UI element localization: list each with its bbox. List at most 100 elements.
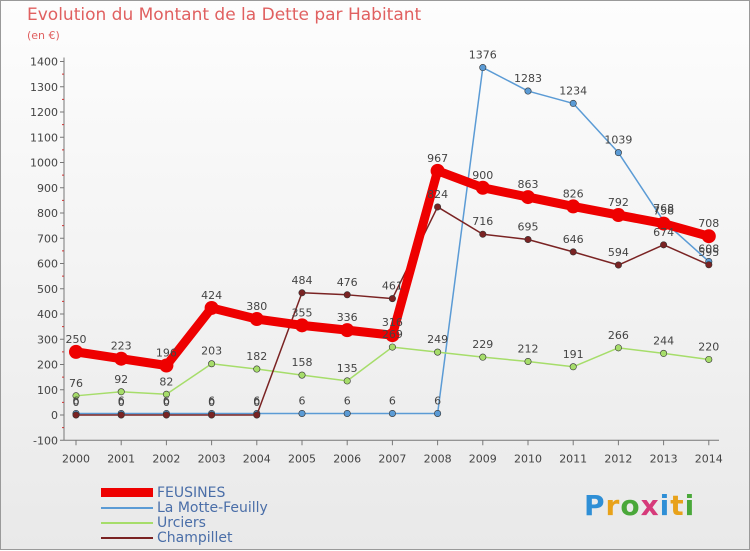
data-label: 646 xyxy=(563,233,584,246)
data-label: 92 xyxy=(114,373,128,386)
data-point xyxy=(253,365,261,373)
data-label: 484 xyxy=(292,274,313,287)
proxiti-logo: Proxiti xyxy=(584,489,695,522)
x-tick-label: 2003 xyxy=(198,452,226,465)
legend-item: Champillet xyxy=(101,530,268,546)
y-tick-label: 1200 xyxy=(30,106,58,119)
data-label: 6 xyxy=(389,394,396,407)
data-label: 424 xyxy=(201,289,222,302)
data-point xyxy=(385,328,400,343)
data-label: 203 xyxy=(201,345,222,358)
data-point xyxy=(705,261,713,269)
data-label: 6 xyxy=(208,394,215,407)
x-tick-label: 2011 xyxy=(559,452,587,465)
legend-swatch xyxy=(101,536,153,539)
y-tick-label: 1100 xyxy=(30,131,58,144)
data-label: 595 xyxy=(698,246,719,259)
legend-swatch xyxy=(101,521,153,524)
x-tick-label: 2008 xyxy=(424,452,452,465)
data-point xyxy=(295,318,309,333)
data-point xyxy=(298,289,306,297)
data-point xyxy=(208,411,216,419)
data-point xyxy=(72,411,80,419)
data-label: 250 xyxy=(66,333,87,346)
y-tick-label: 500 xyxy=(37,283,58,296)
data-label: 476 xyxy=(337,276,358,289)
data-point xyxy=(569,248,577,256)
y-tick-label: 800 xyxy=(37,207,58,220)
data-point xyxy=(521,190,535,205)
y-tick-label: 600 xyxy=(37,258,58,271)
data-point xyxy=(162,390,170,398)
data-label: 0 xyxy=(73,396,80,409)
data-point xyxy=(208,360,216,368)
data-label: 249 xyxy=(427,333,448,346)
data-label: 158 xyxy=(292,356,313,369)
logo-letter: r xyxy=(605,489,621,522)
data-label: 1283 xyxy=(514,72,542,85)
data-label: 674 xyxy=(653,226,674,239)
data-label: 6 xyxy=(163,394,170,407)
data-point xyxy=(611,208,626,223)
logo-letter: o xyxy=(620,489,641,522)
data-label: 6 xyxy=(118,394,125,407)
logo-letter: P xyxy=(584,489,606,522)
data-point xyxy=(524,87,532,95)
data-label: 6 xyxy=(253,394,260,407)
chart-title: Evolution du Montant de la Dette par Hab… xyxy=(27,5,422,25)
y-tick-label: 300 xyxy=(37,333,58,346)
data-label: 608 xyxy=(698,242,719,255)
data-label: 768 xyxy=(653,202,674,215)
y-tick-label: 1300 xyxy=(30,81,58,94)
data-label: 0 xyxy=(253,396,260,409)
data-label: 1234 xyxy=(559,84,587,97)
data-label: 316 xyxy=(382,316,403,329)
data-point xyxy=(253,411,261,419)
legend-label: Urciers xyxy=(157,514,206,531)
logo-letter: i xyxy=(684,489,696,522)
data-point xyxy=(566,199,581,214)
data-label: 0 xyxy=(163,396,170,409)
data-point xyxy=(479,353,487,361)
data-label: 336 xyxy=(337,311,358,324)
data-point xyxy=(430,163,445,178)
y-tick-label: 200 xyxy=(37,359,58,372)
data-point xyxy=(569,363,577,371)
x-tick-label: 2007 xyxy=(378,452,406,465)
x-tick-label: 2014 xyxy=(695,452,723,465)
data-point xyxy=(524,236,532,244)
data-label: 716 xyxy=(472,215,493,228)
data-point xyxy=(614,344,622,352)
data-point xyxy=(343,409,351,417)
data-label: 863 xyxy=(518,178,539,191)
x-tick-label: 2005 xyxy=(288,452,316,465)
data-label: 461 xyxy=(382,280,403,293)
data-point xyxy=(614,261,622,269)
legend-label: La Motte-Feuilly xyxy=(157,499,268,516)
data-label: 355 xyxy=(292,306,313,319)
data-label: 229 xyxy=(472,338,493,351)
data-point xyxy=(569,99,577,107)
data-label: 220 xyxy=(698,340,719,353)
x-tick-label: 2004 xyxy=(243,452,271,465)
data-point xyxy=(705,355,713,363)
legend-item: La Motte-Feuilly xyxy=(101,499,268,516)
x-tick-label: 2001 xyxy=(107,452,135,465)
data-point xyxy=(701,229,716,244)
data-point xyxy=(388,409,396,417)
data-point xyxy=(614,149,622,157)
y-tick-label: 900 xyxy=(37,182,58,195)
data-label: 792 xyxy=(608,196,629,209)
x-tick-label: 2006 xyxy=(333,452,361,465)
data-label: 266 xyxy=(608,329,629,342)
y-tick-label: 1000 xyxy=(30,157,58,170)
data-point xyxy=(298,371,306,379)
chart-legend: FEUSINES La Motte-Feuilly Urciers Champille… xyxy=(101,485,268,546)
data-label: 0 xyxy=(208,396,215,409)
data-point xyxy=(343,291,351,299)
data-point xyxy=(117,411,125,419)
data-label: 0 xyxy=(118,396,125,409)
data-label: 82 xyxy=(159,375,173,388)
x-tick-label: 2012 xyxy=(604,452,632,465)
x-tick-label: 2010 xyxy=(514,452,542,465)
